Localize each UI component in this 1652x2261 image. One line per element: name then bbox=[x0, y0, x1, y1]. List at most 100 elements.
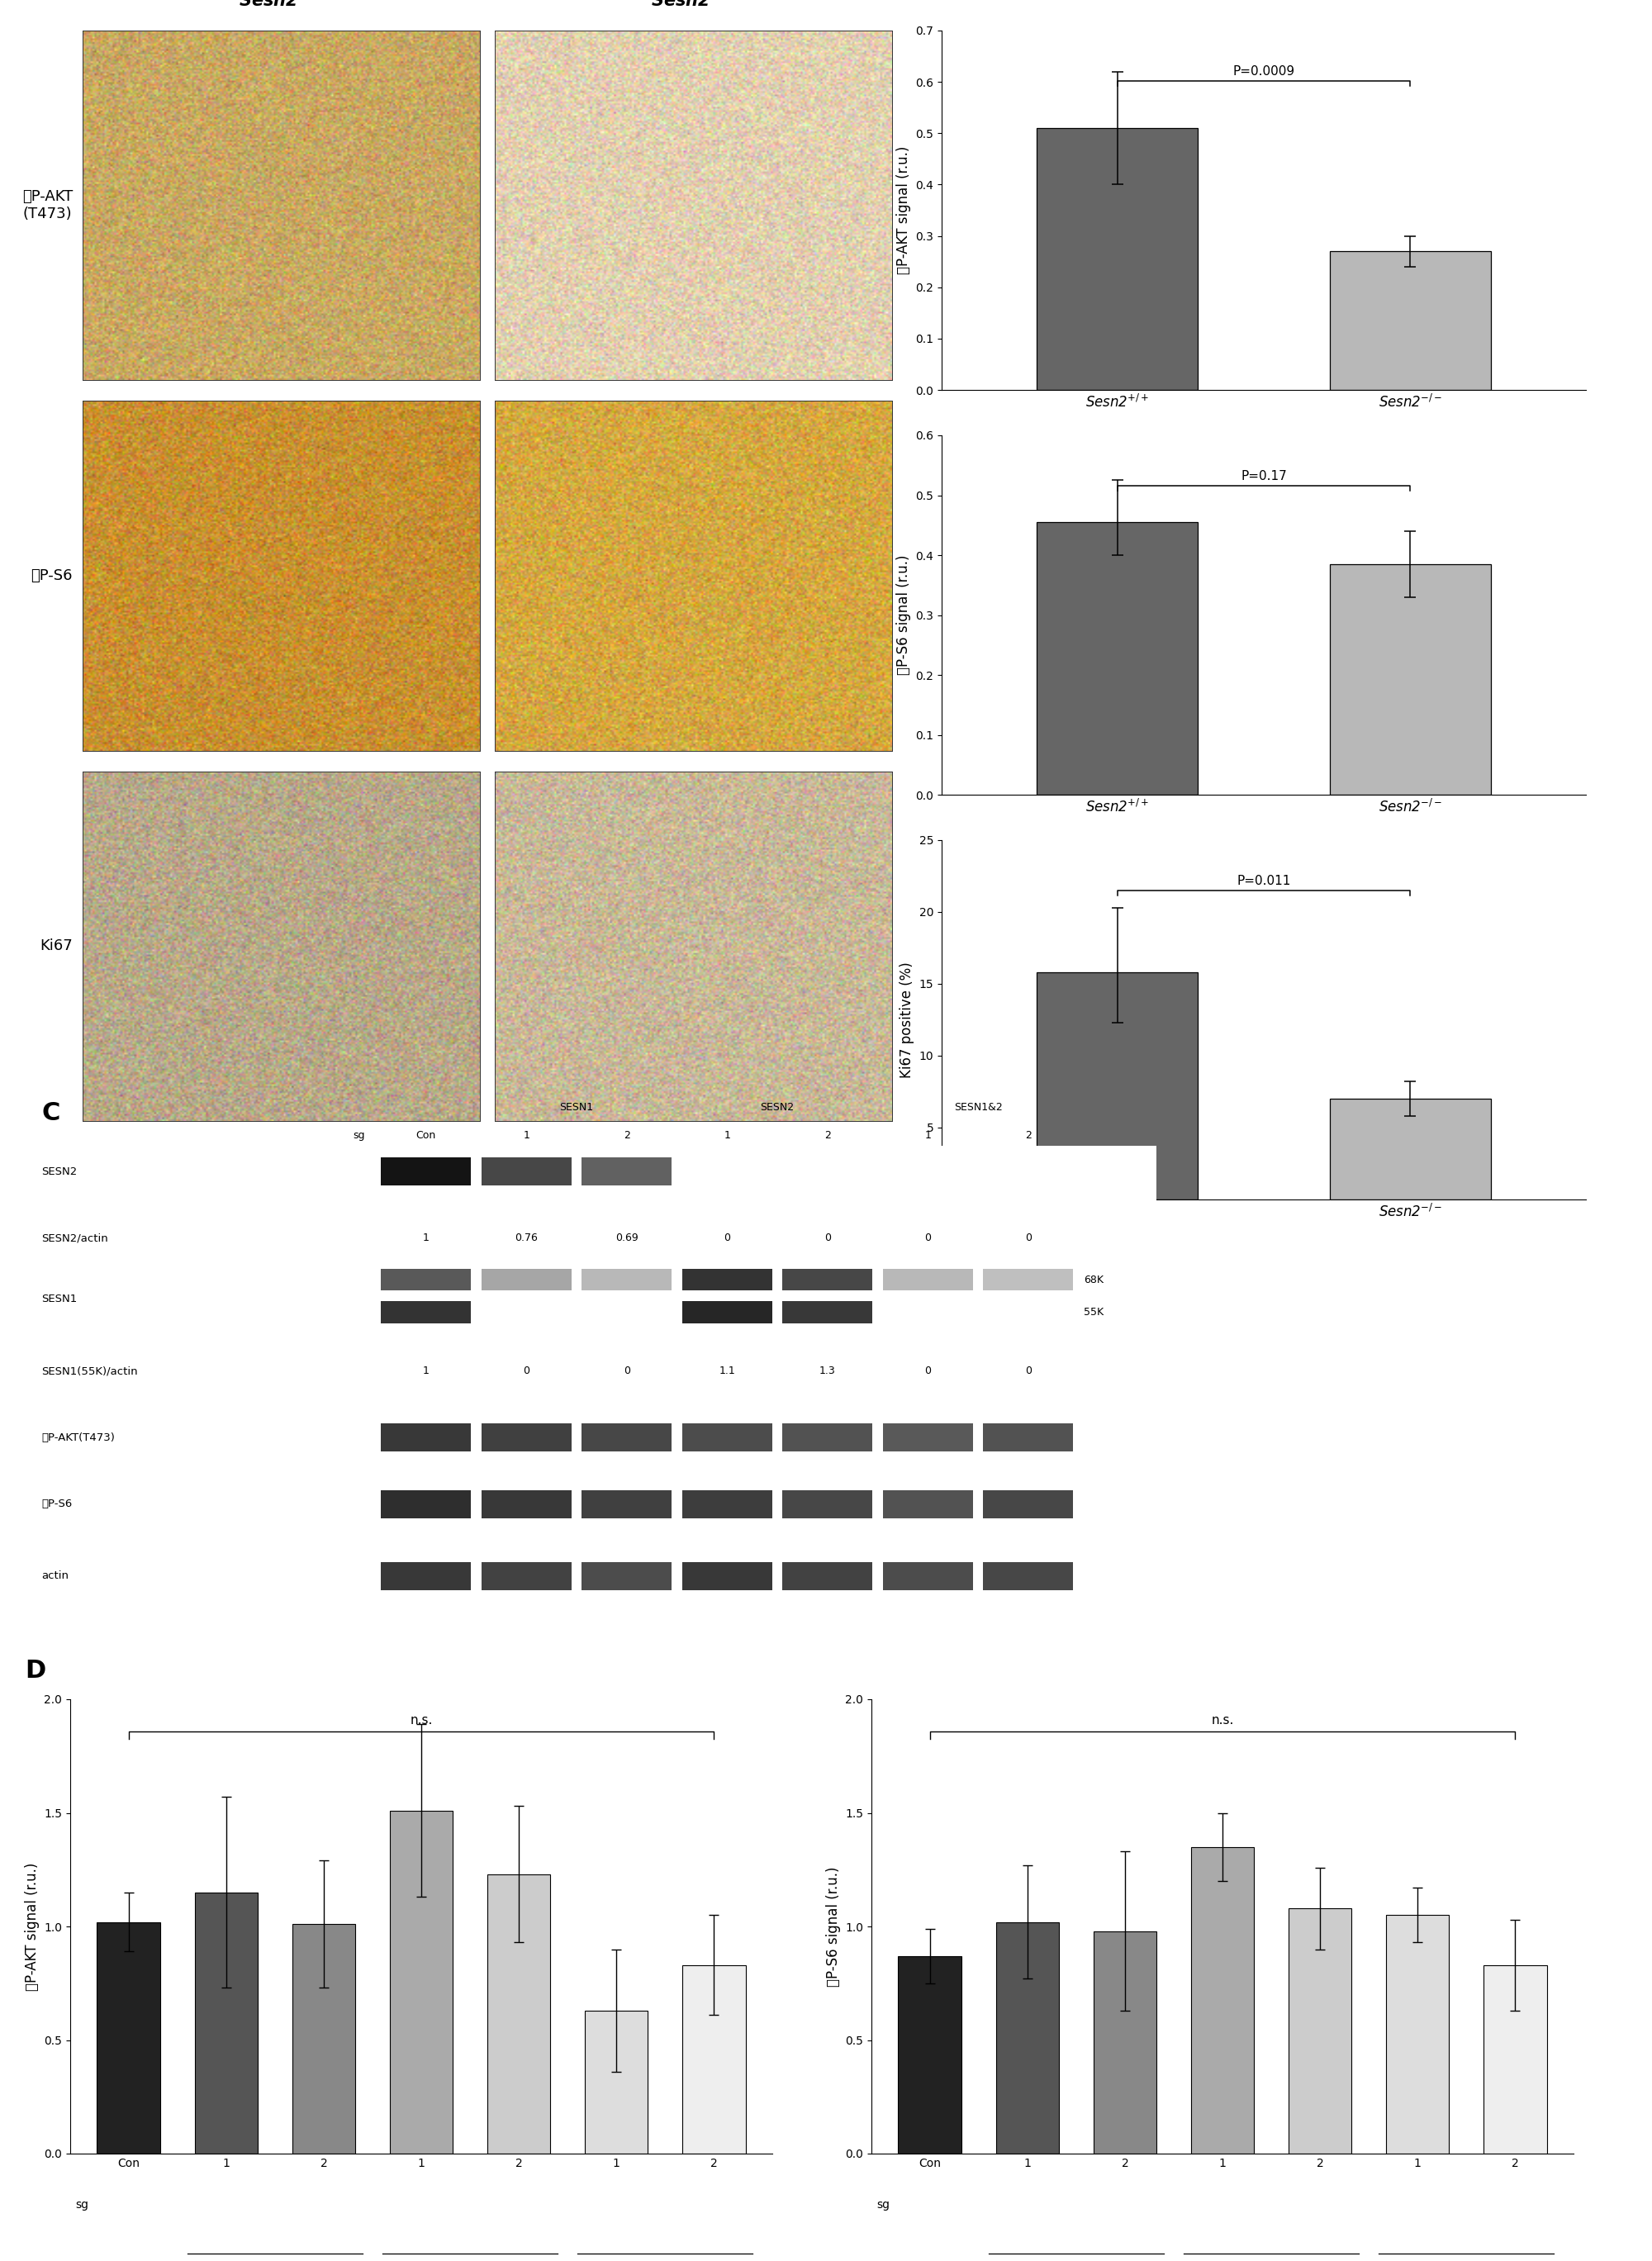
Bar bbox=[1037, 972, 1198, 1201]
Text: 1: 1 bbox=[724, 1130, 730, 1142]
Bar bbox=[585, 2010, 648, 2155]
Bar bbox=[582, 1424, 672, 1452]
Text: P=0.0009: P=0.0009 bbox=[1232, 66, 1295, 77]
Text: 0: 0 bbox=[925, 1366, 932, 1377]
Text: 0: 0 bbox=[824, 1232, 831, 1244]
Bar bbox=[783, 1490, 872, 1519]
Y-axis label: Ki67 positive (%): Ki67 positive (%) bbox=[900, 961, 915, 1078]
Bar bbox=[1330, 251, 1490, 389]
Text: SESN1(55K)/actin: SESN1(55K)/actin bbox=[41, 1366, 137, 1377]
Bar bbox=[682, 1302, 771, 1323]
Bar bbox=[382, 1562, 471, 1589]
Text: 1.1: 1.1 bbox=[719, 1366, 735, 1377]
Bar bbox=[783, 1302, 872, 1323]
Text: SESN1: SESN1 bbox=[41, 1293, 78, 1305]
Text: sg: sg bbox=[354, 1130, 365, 1142]
Text: 55K: 55K bbox=[1084, 1307, 1104, 1318]
Text: 0.69: 0.69 bbox=[615, 1232, 638, 1244]
Text: ⓟP-AKT
(T473): ⓟP-AKT (T473) bbox=[21, 190, 73, 222]
Bar bbox=[682, 1562, 771, 1589]
Bar bbox=[682, 1965, 745, 2155]
Text: n.s.: n.s. bbox=[1211, 1714, 1234, 1727]
Text: ⓟP-S6: ⓟP-S6 bbox=[31, 568, 73, 583]
Text: ⓟP-AKT(T473): ⓟP-AKT(T473) bbox=[41, 1433, 114, 1443]
Text: SESN2: SESN2 bbox=[760, 1101, 795, 1112]
Bar bbox=[882, 1490, 973, 1519]
Bar bbox=[481, 1424, 572, 1452]
Text: 0.76: 0.76 bbox=[515, 1232, 539, 1244]
Text: SESN2/actin: SESN2/actin bbox=[41, 1232, 107, 1244]
Bar bbox=[882, 1424, 973, 1452]
Bar bbox=[390, 1811, 453, 2155]
Bar bbox=[983, 1490, 1074, 1519]
Bar bbox=[382, 1302, 471, 1323]
Bar bbox=[1386, 1915, 1449, 2155]
Text: 1: 1 bbox=[423, 1366, 430, 1377]
Bar bbox=[899, 1956, 961, 2155]
Text: 0: 0 bbox=[1024, 1232, 1031, 1244]
Bar bbox=[292, 1924, 355, 2155]
Bar bbox=[983, 1562, 1074, 1589]
Bar bbox=[582, 1158, 672, 1185]
Bar bbox=[783, 1424, 872, 1452]
Bar bbox=[996, 1922, 1059, 2155]
Bar bbox=[1330, 563, 1490, 794]
Text: ⓟP-S6: ⓟP-S6 bbox=[41, 1499, 73, 1510]
Bar bbox=[582, 1562, 672, 1589]
Text: P=0.011: P=0.011 bbox=[1237, 875, 1290, 886]
Text: 0: 0 bbox=[1024, 1366, 1031, 1377]
Bar bbox=[481, 1490, 572, 1519]
Bar bbox=[783, 1562, 872, 1589]
Text: 0: 0 bbox=[524, 1366, 530, 1377]
Text: actin: actin bbox=[41, 1571, 69, 1580]
Text: 68K: 68K bbox=[1084, 1275, 1104, 1284]
Bar bbox=[1037, 129, 1198, 389]
Text: sg: sg bbox=[876, 2200, 889, 2211]
Y-axis label: ⓟP-AKT signal (r.u.): ⓟP-AKT signal (r.u.) bbox=[25, 1863, 40, 1990]
Text: D: D bbox=[25, 1660, 46, 1682]
Text: 0: 0 bbox=[724, 1232, 730, 1244]
Text: 2: 2 bbox=[824, 1130, 831, 1142]
Text: SESN1&2: SESN1&2 bbox=[953, 1101, 1003, 1112]
Bar bbox=[983, 1424, 1074, 1452]
Text: 0: 0 bbox=[623, 1366, 629, 1377]
Y-axis label: ⓟP-S6 signal (r.u.): ⓟP-S6 signal (r.u.) bbox=[895, 554, 910, 676]
Bar bbox=[682, 1424, 771, 1452]
Text: sg: sg bbox=[74, 2200, 88, 2211]
Bar bbox=[1330, 1099, 1490, 1201]
Text: 2: 2 bbox=[1024, 1130, 1031, 1142]
Text: 1: 1 bbox=[423, 1232, 430, 1244]
Bar bbox=[382, 1424, 471, 1452]
Bar bbox=[682, 1490, 771, 1519]
Bar bbox=[382, 1490, 471, 1519]
Text: 1.3: 1.3 bbox=[819, 1366, 836, 1377]
Bar bbox=[487, 1874, 550, 2155]
Text: Sesn2$^{+/+}$: Sesn2$^{+/+}$ bbox=[238, 0, 324, 9]
Bar bbox=[481, 1268, 572, 1291]
Text: C: C bbox=[41, 1101, 59, 1126]
Bar bbox=[382, 1268, 471, 1291]
Bar bbox=[882, 1268, 973, 1291]
Text: Sesn2$^{-/-}$: Sesn2$^{-/-}$ bbox=[651, 0, 737, 9]
Text: SESN2: SESN2 bbox=[41, 1167, 78, 1176]
Text: P=0.17: P=0.17 bbox=[1241, 470, 1287, 482]
Bar bbox=[382, 1158, 471, 1185]
Text: 0: 0 bbox=[925, 1232, 932, 1244]
Bar bbox=[1037, 522, 1198, 794]
Bar bbox=[1289, 1908, 1351, 2155]
Bar bbox=[882, 1562, 973, 1589]
Bar bbox=[481, 1158, 572, 1185]
Bar bbox=[783, 1268, 872, 1291]
Bar bbox=[983, 1268, 1074, 1291]
Bar bbox=[1094, 1931, 1156, 2155]
Text: 2: 2 bbox=[623, 1130, 629, 1142]
Bar bbox=[582, 1490, 672, 1519]
Bar bbox=[682, 1268, 771, 1291]
Bar bbox=[1483, 1965, 1546, 2155]
Text: 1: 1 bbox=[524, 1130, 530, 1142]
Bar bbox=[97, 1922, 160, 2155]
Text: 1: 1 bbox=[925, 1130, 932, 1142]
Y-axis label: ⓟP-S6 signal (r.u.): ⓟP-S6 signal (r.u.) bbox=[826, 1865, 841, 1987]
Text: n.s.: n.s. bbox=[410, 1714, 433, 1727]
Y-axis label: ⓟP-AKT signal (r.u.): ⓟP-AKT signal (r.u.) bbox=[895, 147, 910, 274]
